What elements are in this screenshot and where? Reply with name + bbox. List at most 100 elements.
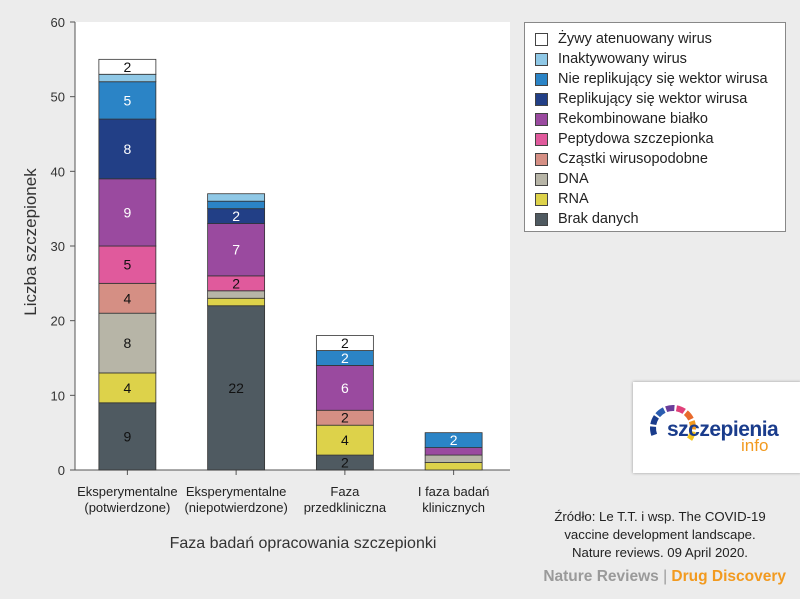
bar-segment [424,462,483,471]
y-tick-label: 30 [51,239,65,254]
bar-segment [207,193,266,202]
x-tick-label: Eksperymentalne [186,484,286,499]
bar-segment [207,305,266,471]
legend-swatch [535,132,548,146]
szczepienia-info-logo: szczepienia info [633,382,800,473]
legend-label: Peptydowa szczepionka [558,131,714,147]
legend-item: Inaktywowany wirus [535,49,785,69]
x-tick-label: przedkliniczna [304,500,387,515]
legend-swatch [535,212,548,226]
x-tick-label: Faza [330,484,360,499]
bar-segment [98,402,157,471]
legend-label: Nie replikujący się wektor wirusa [558,71,768,87]
legend-item: Żywy atenuowany wirus [535,29,785,49]
x-tick-label: (potwierdzone) [84,500,170,515]
legend-label: Replikujący się wektor wirusa [558,91,748,107]
bar-segment [315,424,374,456]
source-line: vaccine development landscape. [564,527,756,542]
bar-segment [207,223,266,277]
axes: 0102030405060Eksperymentalne(potwierdzon… [51,15,510,515]
logo-ring-segment [655,407,666,418]
legend-label: Cząstki wirusopodobne [558,151,708,167]
bar-segment [424,454,483,463]
data-label: 8 [123,141,131,157]
legend: Żywy atenuowany wirus Inaktywowany wirus N… [524,22,786,232]
legend-item: RNA [535,189,785,209]
data-label: 4 [123,380,131,396]
legend-label: RNA [558,191,589,207]
logo-ring-segment [675,405,686,414]
legend-item: Brak danych [535,209,785,229]
bar-segment [98,58,157,75]
bar-segment [98,178,157,247]
bar-segment [98,372,157,404]
logo-ring-segment [683,410,694,421]
bar-segment [98,245,157,284]
legend-swatch [535,72,548,86]
bar-segment [98,81,157,120]
logo-ring-segment [688,420,696,430]
legend-item: Nie replikujący się wektor wirusa [535,69,785,89]
legend-swatch [535,32,548,46]
footer-drug-discovery: Drug Discovery [671,568,786,585]
footer-brand: Nature Reviews | Drug Discovery [543,568,786,586]
data-label: 2 [123,59,131,75]
legend-label: Inaktywowany wirus [558,51,687,67]
data-label: 4 [341,432,349,448]
bar-segment [98,73,157,83]
legend-item: Peptydowa szczepionka [535,129,785,149]
data-label: 2 [450,432,458,448]
source-citation: Źródło: Le T.T. i wsp. The COVID-19 vacc… [520,508,800,562]
footer-separator: | [663,568,668,585]
bar-segment [424,447,483,456]
legend-swatch [535,152,548,166]
y-tick-label: 0 [58,463,65,478]
bar-segment [98,312,157,374]
y-tick-label: 10 [51,388,65,403]
logo-ring-segment [650,415,659,426]
data-label: 5 [123,257,131,273]
legend-item: Replikujący się wektor wirusa [535,89,785,109]
y-tick-label: 60 [51,15,65,30]
data-label: 2 [341,410,349,426]
data-label: 6 [341,380,349,396]
y-tick-label: 50 [51,90,65,105]
x-tick-label: Eksperymentalne [77,484,177,499]
legend-swatch [535,92,548,106]
data-label: 4 [123,290,131,306]
y-tick-label: 20 [51,314,65,329]
logo-ring-segment [650,426,658,436]
legend-label: Brak danych [558,211,639,227]
logo-ring-icon [650,405,696,441]
legend-swatch [535,52,548,66]
legend-label: Żywy atenuowany wirus [558,31,712,47]
source-line: Źródło: Le T.T. i wsp. The COVID-19 [554,509,766,524]
legend-swatch [535,172,548,186]
data-label: 5 [123,92,131,108]
legend-label: DNA [558,171,589,187]
data-label: 7 [232,242,240,258]
data-label: 2 [232,275,240,291]
bar-segment [315,335,374,351]
logo-ring-segment [687,430,696,441]
data-label: 9 [123,428,131,444]
legend-swatch [535,112,548,126]
x-tick-label: klinicznych [422,500,485,515]
data-label: 9 [123,204,131,220]
bar-segment [315,365,374,411]
data-label: 8 [123,335,131,351]
y-tick-label: 40 [51,164,65,179]
footer-nature-reviews: Nature Reviews [543,568,659,585]
data-label: 2 [232,208,240,224]
legend-item: DNA [535,169,785,189]
y-axis-label: Liczba szczepionek [21,168,40,316]
logo-text-main: szczepienia [667,418,779,441]
legend-item: Rekombinowane białko [535,109,785,129]
legend-item: Cząstki wirusopodobne [535,149,785,169]
bar-segment [207,200,266,210]
x-tick-label: (niepotwierdzone) [184,500,287,515]
logo-text-sub: info [741,436,769,455]
legend-label: Rekombinowane białko [558,111,708,127]
data-label: 22 [228,380,244,396]
